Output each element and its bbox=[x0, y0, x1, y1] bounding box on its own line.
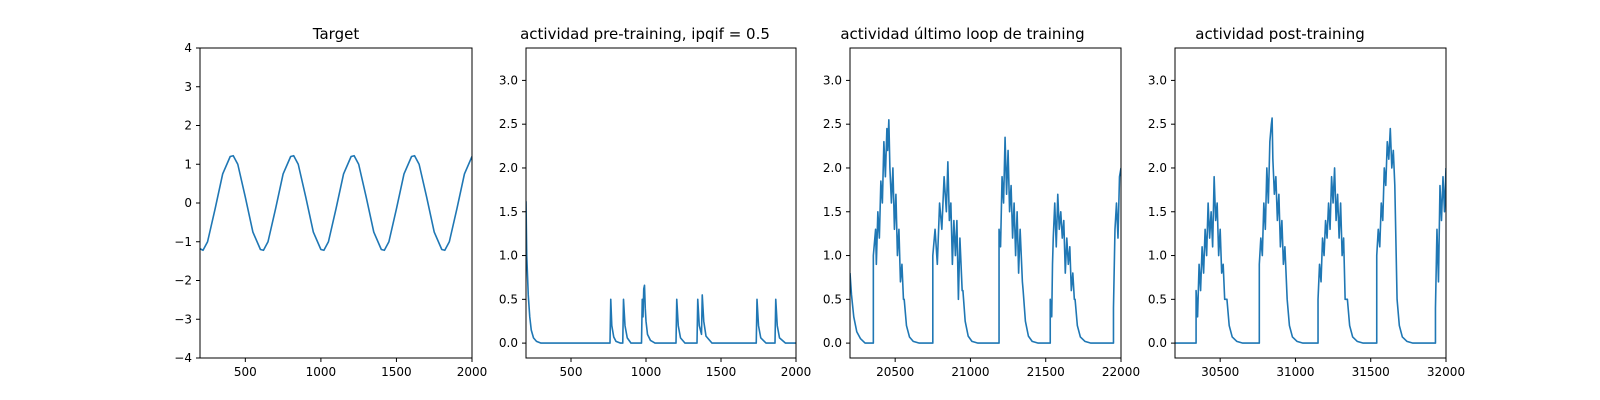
series-line bbox=[850, 119, 1121, 344]
plot-frame bbox=[525, 47, 797, 359]
series-line bbox=[1175, 117, 1446, 344]
y-tick-label: 2.5 bbox=[1148, 117, 1167, 131]
plot-frame bbox=[1174, 47, 1447, 359]
y-tick-label: 0 bbox=[184, 196, 192, 210]
y-tick-label: 3.0 bbox=[1148, 73, 1167, 87]
y-tick-label: 1.5 bbox=[499, 205, 518, 219]
x-tick-label: 1000 bbox=[306, 365, 337, 379]
y-tick-label: 3.0 bbox=[499, 73, 518, 87]
y-tick-label: 1.5 bbox=[823, 205, 842, 219]
x-tick-label: 22000 bbox=[1102, 365, 1140, 379]
x-tick-label: 32000 bbox=[1427, 365, 1465, 379]
panel-post-training: actividad post-training 30500 31000 31500 3… bbox=[1148, 25, 1465, 379]
x-tick-label: 30500 bbox=[1201, 365, 1239, 379]
panel-pre-training: actividad pre-training, ipqif = 0.5 500 1… bbox=[499, 25, 811, 379]
y-tick-label: 2.0 bbox=[1148, 161, 1167, 175]
series-line bbox=[200, 154, 472, 252]
chart-title: actividad pre-training, ipqif = 0.5 bbox=[520, 25, 770, 43]
chart-title: Target bbox=[312, 25, 360, 43]
x-tick-label: 31500 bbox=[1352, 365, 1390, 379]
x-tick-label: 21500 bbox=[1027, 365, 1065, 379]
y-tick-label: −2 bbox=[174, 274, 192, 288]
series-line bbox=[526, 201, 796, 344]
x-tick-label: 500 bbox=[560, 365, 583, 379]
y-tick-label: 0.0 bbox=[499, 336, 518, 350]
chart-title: actividad último loop de training bbox=[840, 25, 1084, 43]
y-tick-label: 3 bbox=[184, 80, 192, 94]
y-tick-label: 2.5 bbox=[823, 117, 842, 131]
y-tick-label: −3 bbox=[174, 312, 192, 326]
plot-frame bbox=[849, 47, 1122, 359]
y-tick-label: 2.5 bbox=[499, 117, 518, 131]
panel-last-training-loop: actividad último loop de training 20500 2… bbox=[823, 25, 1140, 379]
panel-target: Target 500 1000 1500 2000 −4 −3 −2 −1 0 1 2 3 4 bbox=[174, 25, 487, 379]
plot-frame bbox=[199, 47, 473, 359]
y-tick-label: 1 bbox=[184, 157, 192, 171]
y-tick-label: 1.5 bbox=[1148, 205, 1167, 219]
x-tick-label: 500 bbox=[234, 365, 257, 379]
y-tick-label: 3.0 bbox=[823, 73, 842, 87]
y-tick-label: 1.0 bbox=[499, 249, 518, 263]
y-tick-label: 0.0 bbox=[1148, 336, 1167, 350]
x-tick-label: 31000 bbox=[1276, 365, 1314, 379]
y-tick-label: 4 bbox=[184, 41, 192, 55]
y-tick-label: 0.5 bbox=[1148, 292, 1167, 306]
y-tick-label: 2 bbox=[184, 119, 192, 133]
y-tick-label: 2.0 bbox=[499, 161, 518, 175]
y-tick-label: 1.0 bbox=[823, 249, 842, 263]
x-tick-label: 1000 bbox=[631, 365, 662, 379]
y-tick-label: 0.0 bbox=[823, 336, 842, 350]
y-tick-label: 0.5 bbox=[823, 292, 842, 306]
x-tick-label: 1500 bbox=[381, 365, 412, 379]
x-tick-label: 1500 bbox=[706, 365, 737, 379]
x-tick-label: 20500 bbox=[876, 365, 914, 379]
chart-title: actividad post-training bbox=[1195, 25, 1364, 43]
x-tick-label: 2000 bbox=[457, 365, 488, 379]
x-tick-label: 21000 bbox=[951, 365, 989, 379]
x-tick-label: 2000 bbox=[781, 365, 812, 379]
y-tick-label: 2.0 bbox=[823, 161, 842, 175]
y-tick-label: 1.0 bbox=[1148, 249, 1167, 263]
y-tick-label: −4 bbox=[174, 351, 192, 365]
y-tick-label: −1 bbox=[174, 235, 192, 249]
y-tick-label: 0.5 bbox=[499, 292, 518, 306]
